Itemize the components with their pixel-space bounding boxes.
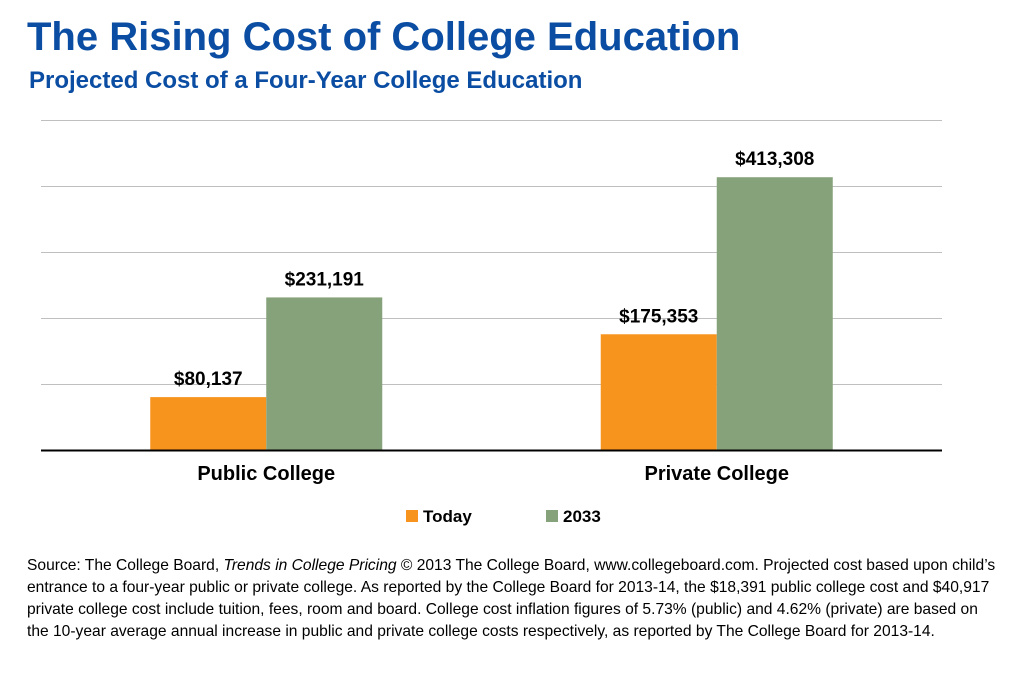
legend-label: Today xyxy=(423,507,472,526)
bar xyxy=(266,297,383,450)
source-publication: Trends in College Pricing xyxy=(223,557,397,574)
legend-label: 2033 xyxy=(563,507,601,526)
legend-swatch xyxy=(406,510,418,522)
legend-swatch xyxy=(546,510,558,522)
bar xyxy=(150,397,267,450)
category-label: Public College xyxy=(197,463,335,485)
chart-title: The Rising Cost of College Education xyxy=(27,15,741,59)
data-label: $413,308 xyxy=(735,149,814,170)
bar xyxy=(716,177,833,450)
bar-chart: $80,137 $231,191 Public College $175,353 $41… xyxy=(41,120,942,526)
source-body: © 2013 The College Board, www.collegeboa… xyxy=(27,557,996,640)
data-label: $80,137 xyxy=(174,369,243,390)
data-label: $175,353 xyxy=(619,306,698,327)
source-note: Source: The College Board, Trends in Col… xyxy=(27,555,1002,643)
bar xyxy=(600,334,717,450)
chart-subtitle: Projected Cost of a Four-Year College Ed… xyxy=(29,67,583,94)
source-prefix: Source: The College Board, xyxy=(27,557,224,574)
data-label: $231,191 xyxy=(285,269,365,290)
category-label: Private College xyxy=(644,463,789,485)
